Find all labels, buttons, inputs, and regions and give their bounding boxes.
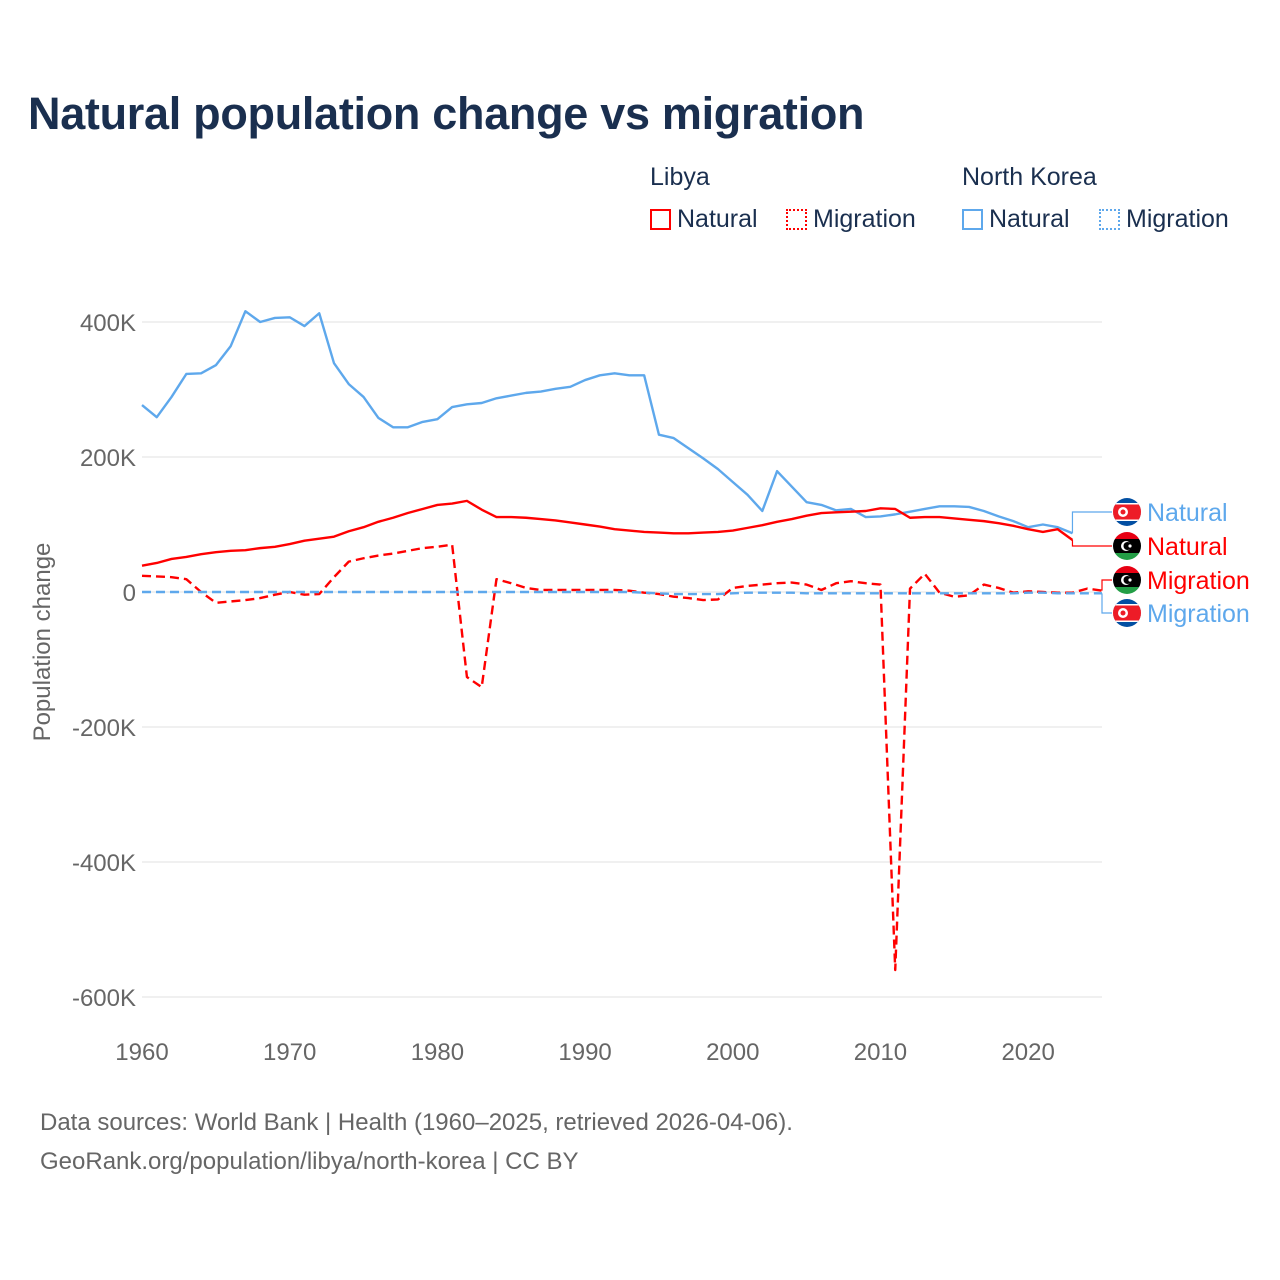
y-tick-label: -200K [72,715,136,742]
flag-stripe [1113,532,1141,539]
solid-swatch-icon [650,209,671,230]
dotted-swatch-icon [1099,209,1120,230]
flag-body [1113,498,1141,526]
x-tick-label: 1990 [558,1039,611,1066]
y-tick-label: 0 [123,580,136,607]
leader-line [1071,540,1112,547]
flag-body [1113,599,1141,627]
star-icon [1120,509,1126,515]
leader-line [1101,579,1112,591]
flag-stripe [1113,553,1141,560]
series-line-north-korea-natural [141,310,1073,535]
series-line-libya-natural [141,499,1074,567]
legend-label: Natural [989,205,1070,233]
legend-label: Migration [813,205,916,233]
legend-libya-migration[interactable]: Migration [786,205,916,234]
series-line-libya-migration [141,543,1103,972]
x-tick-label: 1970 [263,1039,316,1066]
crescent-cut [1123,576,1132,584]
flag-body [1113,566,1141,594]
series-end-label: Natural [1147,533,1228,561]
leader-line [1071,511,1112,534]
flag-stripe [1113,566,1141,573]
north-korea-flag-icon [1113,498,1141,526]
leader-line [1101,593,1112,614]
y-tick-label: 200K [80,445,136,472]
series-end-label: Natural [1147,499,1228,527]
line-chart: 400K 200K 0 -200K -400K -600K 1960 1970 1980 1990… [29,310,1250,1066]
series-end-label: Migration [1147,567,1250,595]
legend-group-north-korea: North Korea [962,163,1097,191]
legend-libya-natural[interactable]: Natural [650,205,758,234]
dotted-swatch-icon [786,209,807,230]
star-icon [1128,578,1132,582]
legend-label: Natural [677,205,758,233]
legend-nk-natural[interactable]: Natural [962,205,1070,234]
footer-sources: Data sources: World Bank | Health (1960–… [40,1109,793,1136]
x-tick-label: 2000 [706,1039,759,1066]
y-tick-label: -400K [72,850,136,877]
x-tick-label: 1960 [115,1039,168,1066]
flag-body [1113,532,1141,560]
libya-flag-icon [1113,532,1141,560]
crescent-cut [1123,542,1132,550]
series-line-north-korea-migration [142,590,1102,596]
x-tick-label: 1980 [411,1039,464,1066]
star-icon [1128,544,1132,548]
star-icon [1120,610,1126,616]
x-tick-label: 2020 [1001,1039,1054,1066]
legend-label: Migration [1126,205,1229,233]
footer-link[interactable]: GeoRank.org/population/libya/north-korea… [40,1148,579,1175]
y-tick-label: 400K [80,310,136,337]
libya-flag-icon [1113,566,1141,594]
legend-nk-migration[interactable]: Migration [1099,205,1229,234]
y-axis-label: Population change [29,543,56,742]
series-end-label: Migration [1147,600,1250,628]
legend-group-libya: Libya [650,163,710,191]
chart-title: Natural population change vs migration [28,88,865,139]
north-korea-flag-icon [1113,599,1141,627]
y-tick-label: -600K [72,985,136,1012]
x-tick-label: 2010 [854,1039,907,1066]
solid-swatch-icon [962,209,983,230]
flag-stripe [1113,587,1141,594]
